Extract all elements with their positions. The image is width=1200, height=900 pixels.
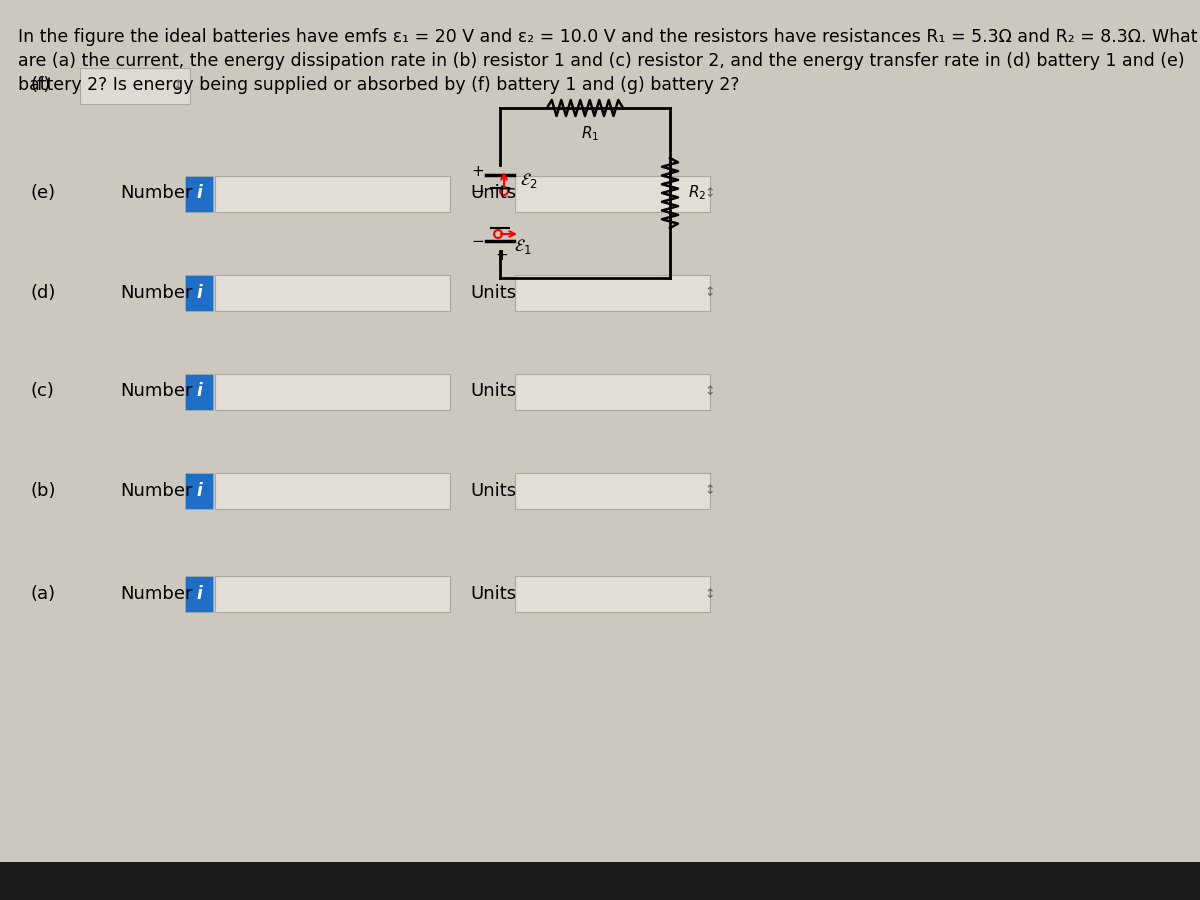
Text: (c): (c) — [30, 382, 54, 400]
Text: Number: Number — [120, 482, 192, 500]
Text: Number: Number — [120, 284, 192, 302]
Bar — [185, 576, 214, 612]
Text: i: i — [196, 585, 202, 603]
Text: Number: Number — [120, 585, 192, 603]
Bar — [185, 472, 214, 508]
Bar — [185, 176, 214, 211]
Bar — [515, 472, 710, 508]
Bar — [215, 472, 450, 508]
Text: $\mathcal{E}_2$: $\mathcal{E}_2$ — [520, 172, 538, 191]
Bar — [515, 176, 710, 211]
Text: ↕: ↕ — [704, 588, 715, 600]
Bar — [185, 374, 214, 410]
Text: are (a) the current, the energy dissipation rate in (b) resistor 1 and (c) resis: are (a) the current, the energy dissipat… — [18, 52, 1184, 70]
Text: $R_2$: $R_2$ — [688, 184, 707, 202]
Text: Number: Number — [120, 184, 192, 202]
Bar — [515, 374, 710, 410]
Text: ↕: ↕ — [173, 79, 184, 92]
Bar — [515, 576, 710, 612]
Bar — [0, 862, 1200, 900]
Text: Units: Units — [470, 482, 516, 500]
Text: Units: Units — [470, 284, 516, 302]
Text: (b): (b) — [30, 482, 55, 500]
Bar — [215, 274, 450, 310]
Text: ↕: ↕ — [704, 286, 715, 299]
Bar — [215, 374, 450, 410]
Text: ↕: ↕ — [704, 484, 715, 497]
Bar — [215, 576, 450, 612]
Text: $R_1$: $R_1$ — [581, 124, 599, 143]
Text: i: i — [196, 382, 202, 400]
Bar — [215, 176, 450, 211]
Text: Number: Number — [120, 382, 192, 400]
Text: −: − — [472, 233, 485, 248]
Text: $\mathcal{E}_1$: $\mathcal{E}_1$ — [514, 238, 532, 256]
Text: −: − — [472, 184, 485, 199]
Text: battery 2? Is energy being supplied or absorbed by (f) battery 1 and (g) battery: battery 2? Is energy being supplied or a… — [18, 76, 739, 94]
Bar — [185, 274, 214, 310]
Text: (a): (a) — [30, 585, 55, 603]
Bar — [80, 68, 190, 104]
Text: +: + — [496, 248, 509, 263]
Text: Units: Units — [470, 382, 516, 400]
Bar — [515, 274, 710, 310]
Text: i: i — [196, 284, 202, 302]
Text: i: i — [196, 482, 202, 500]
Text: (e): (e) — [30, 184, 55, 202]
Text: ↕: ↕ — [704, 187, 715, 200]
Text: (d): (d) — [30, 284, 55, 302]
Text: Units: Units — [470, 184, 516, 202]
Text: In the figure the ideal batteries have emfs ε₁ = 20 V and ε₂ = 10.0 V and the re: In the figure the ideal batteries have e… — [18, 28, 1198, 46]
Text: +: + — [472, 164, 485, 178]
Text: i: i — [196, 184, 202, 202]
Text: Units: Units — [470, 585, 516, 603]
Text: (f): (f) — [30, 76, 50, 94]
Text: ↕: ↕ — [704, 385, 715, 398]
